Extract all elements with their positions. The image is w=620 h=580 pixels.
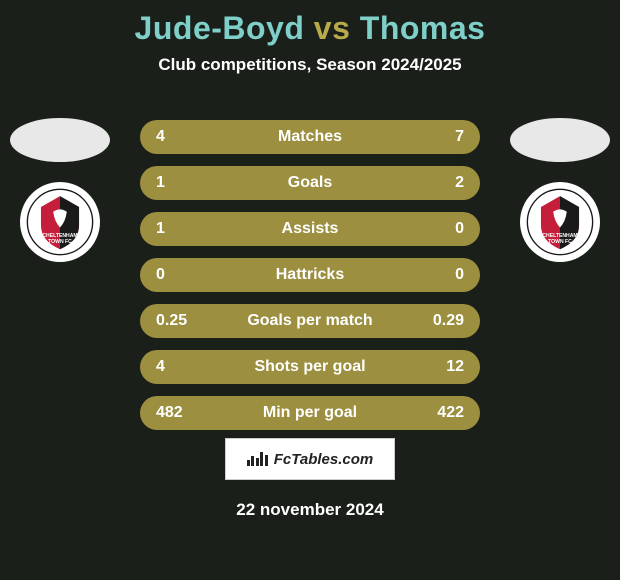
stat-row: 0.25 Goals per match 0.29 — [140, 304, 480, 338]
stat-label: Hattricks — [276, 266, 344, 284]
svg-text:CHELTENHAM: CHELTENHAM — [542, 233, 577, 239]
stat-row: 4 Shots per goal 12 — [140, 350, 480, 384]
stat-row: 1 Goals 2 — [140, 166, 480, 200]
stat-label: Goals per match — [247, 312, 372, 330]
stat-player2-value: 2 — [455, 174, 464, 192]
stat-player2-value: 0 — [455, 220, 464, 238]
svg-text:TOWN FC: TOWN FC — [548, 239, 572, 245]
stat-player1-value: 482 — [156, 404, 183, 422]
stat-player2-value: 7 — [455, 128, 464, 146]
stat-row: 4 Matches 7 — [140, 120, 480, 154]
watermark-text: FcTables.com — [274, 451, 373, 468]
vs-text: vs — [314, 10, 360, 46]
stat-player1-value: 0.25 — [156, 312, 187, 330]
bar-chart-icon — [247, 452, 268, 466]
stat-label: Assists — [282, 220, 339, 238]
stat-player1-value: 1 — [156, 174, 165, 192]
stat-row: 0 Hattricks 0 — [140, 258, 480, 292]
stat-player1-value: 0 — [156, 266, 165, 284]
stat-row: 1 Assists 0 — [140, 212, 480, 246]
stat-player1-value: 1 — [156, 220, 165, 238]
stat-player2-value: 0 — [455, 266, 464, 284]
stat-label: Matches — [278, 128, 342, 146]
svg-text:TOWN FC: TOWN FC — [48, 239, 72, 245]
subtitle: Club competitions, Season 2024/2025 — [0, 55, 620, 75]
stat-row: 482 Min per goal 422 — [140, 396, 480, 430]
cheltenham-crest-icon: CHELTENHAM TOWN FC — [526, 188, 594, 256]
stats-table: 4 Matches 7 1 Goals 2 1 Assists 0 0 Hattricks 0 0.25… — [140, 120, 480, 442]
player1-badge-placeholder — [10, 118, 110, 162]
stat-label: Shots per goal — [254, 358, 365, 376]
stat-label: Goals — [288, 174, 332, 192]
stat-player1-value: 4 — [156, 358, 165, 376]
player1-club-crest: CHELTENHAM TOWN FC — [20, 182, 100, 262]
stat-player2-value: 0.29 — [433, 312, 464, 330]
stat-player1-value: 4 — [156, 128, 165, 146]
date-label: 22 november 2024 — [0, 500, 620, 520]
comparison-title: Jude-Boyd vs Thomas — [0, 0, 620, 47]
stat-player2-value: 422 — [437, 404, 464, 422]
player2-badge-placeholder — [510, 118, 610, 162]
cheltenham-crest-icon: CHELTENHAM TOWN FC — [26, 188, 94, 256]
player2-club-crest: CHELTENHAM TOWN FC — [520, 182, 600, 262]
stat-label: Min per goal — [263, 404, 357, 422]
stat-player2-value: 12 — [446, 358, 464, 376]
fctables-watermark: FcTables.com — [225, 438, 395, 480]
player2-name: Thomas — [360, 10, 486, 46]
player1-name: Jude-Boyd — [135, 10, 305, 46]
svg-text:CHELTENHAM: CHELTENHAM — [42, 233, 77, 239]
